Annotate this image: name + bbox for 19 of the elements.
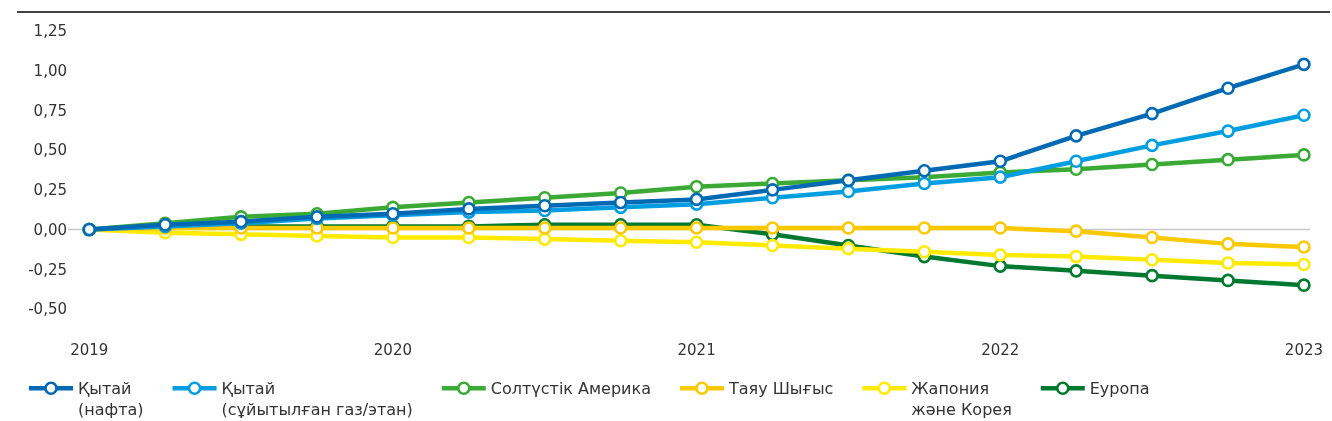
x-tick-label: 2023 — [1284, 341, 1324, 359]
y-tick-label: -0,50 — [28, 300, 67, 319]
y-tick-label: -0,25 — [28, 260, 67, 279]
x-tick-label: 2022 — [981, 341, 1020, 359]
legend-label: Жапония және Корея — [911, 379, 1012, 420]
y-tick-label: 1,25 — [33, 22, 67, 41]
legend-label: Қытай (сұйытылған газ/этан) — [221, 379, 413, 420]
y-tick-label: 1,00 — [33, 61, 67, 80]
y-tick-label: 0,50 — [33, 141, 67, 160]
x-tick-label: 2021 — [677, 341, 716, 359]
legend-label: Таяу Шығыс — [727, 379, 834, 399]
y-tick-label: 0,25 — [33, 181, 67, 200]
legend-label: Еуропа — [1089, 379, 1150, 399]
x-tick-label: 2020 — [373, 341, 413, 359]
y-tick-label: 0,75 — [33, 101, 67, 120]
y-tick-label: 0,00 — [33, 220, 67, 239]
x-tick-label: 2019 — [70, 341, 109, 359]
legend-label: Қытай (нафта) — [78, 379, 144, 420]
legend-label: Солтүстік Америка — [490, 379, 651, 399]
